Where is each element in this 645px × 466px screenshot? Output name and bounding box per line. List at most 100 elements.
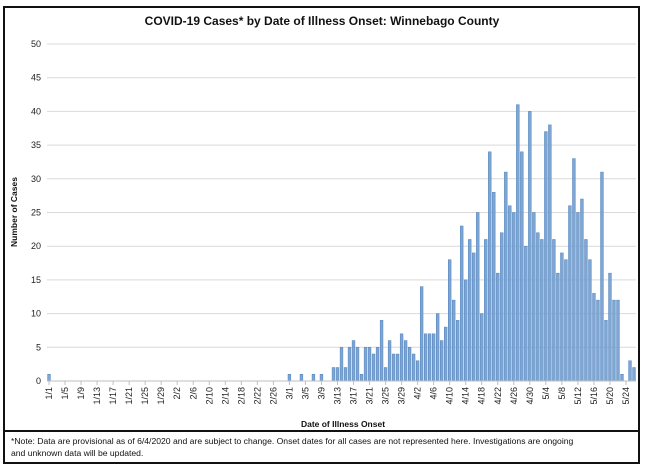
bars-group	[47, 104, 636, 382]
bar	[612, 299, 616, 382]
bar	[432, 333, 436, 382]
bar	[448, 259, 452, 382]
bar	[464, 279, 468, 382]
bar	[411, 353, 416, 382]
footnote-line-1: *Note: Data are provisional as of 6/4/20…	[11, 436, 574, 446]
y-axis-label: Number of Cases	[9, 177, 19, 247]
bar	[496, 272, 500, 382]
bar	[440, 340, 444, 382]
x-tick-label: 5/20	[605, 387, 615, 405]
bar	[419, 286, 424, 382]
bar	[355, 347, 360, 382]
bar	[568, 205, 572, 382]
bar	[608, 272, 612, 382]
bar	[428, 333, 432, 382]
x-tick-label: 3/9	[316, 387, 326, 400]
x-tick-label: 3/1	[284, 387, 294, 400]
bar	[476, 212, 480, 382]
bar	[379, 320, 384, 382]
bar	[556, 272, 560, 382]
bar	[311, 374, 316, 382]
x-tick-label: 4/10	[445, 387, 455, 405]
y-tick-labels: 0 5 10 15 20 25 30 35 40 45 50	[31, 39, 41, 386]
axes-group	[47, 380, 636, 385]
y-tick-label: 50	[31, 39, 41, 49]
bar	[331, 367, 336, 382]
y-tick-label: 25	[31, 208, 41, 218]
bar	[299, 374, 304, 382]
bar	[600, 171, 604, 382]
x-tick-label: 3/13	[332, 387, 342, 405]
x-tick-label: 1/5	[60, 387, 70, 400]
y-tick-label: 10	[31, 309, 41, 319]
bar	[375, 347, 380, 382]
bar	[564, 259, 568, 382]
bar	[584, 239, 588, 382]
bar	[548, 124, 552, 382]
chart-title: COVID-19 Cases* by Date of Illness Onset…	[145, 14, 500, 28]
bar	[596, 299, 600, 382]
bar	[391, 353, 396, 382]
x-tick-label: 3/17	[349, 387, 359, 405]
x-tick-label: 3/21	[365, 387, 375, 405]
footnote-panel: *Note: Data are provisional as of 6/4/20…	[3, 432, 640, 464]
bar	[500, 232, 504, 382]
x-axis-label: Date of Illness Onset	[301, 419, 385, 429]
x-tick-label: 4/26	[509, 387, 519, 405]
x-tick-label: 1/1	[44, 387, 54, 400]
bar	[516, 104, 520, 382]
x-tick-label: 4/2	[413, 387, 423, 400]
bar	[488, 151, 492, 382]
x-tick-label: 5/8	[557, 387, 567, 400]
bar	[287, 374, 292, 382]
x-tick-label: 1/9	[76, 387, 86, 400]
x-tick-label: 5/4	[541, 387, 551, 400]
bar	[620, 374, 624, 382]
x-tick-label: 1/25	[140, 387, 150, 405]
bar	[560, 252, 564, 382]
bar	[371, 353, 376, 382]
y-tick-label: 15	[31, 275, 41, 285]
x-tick-label: 3/5	[300, 387, 310, 400]
x-tick-label: 1/29	[156, 387, 166, 405]
bar	[520, 151, 524, 382]
y-tick-label: 45	[31, 73, 41, 83]
x-tick-label: 4/30	[525, 387, 535, 405]
bar	[423, 333, 428, 382]
x-tick-label: 2/18	[236, 387, 246, 405]
x-tick-label: 2/2	[172, 387, 182, 400]
x-tick-label: 2/22	[252, 387, 262, 405]
bar	[504, 171, 508, 382]
bar	[468, 239, 472, 382]
x-tick-label: 4/22	[493, 387, 503, 405]
bar	[399, 333, 404, 382]
bar	[363, 347, 368, 382]
bar	[460, 225, 464, 382]
bar	[407, 347, 412, 382]
bar	[395, 353, 400, 382]
x-tick-label: 1/21	[124, 387, 134, 405]
y-tick-label: 20	[31, 241, 41, 251]
bar	[343, 367, 348, 382]
bar	[528, 111, 532, 382]
x-tick-label: 5/24	[621, 387, 631, 405]
bar	[347, 347, 352, 382]
bar	[632, 367, 636, 382]
bar	[351, 340, 356, 382]
bar	[580, 198, 584, 382]
bar	[367, 347, 372, 382]
bar	[544, 131, 548, 382]
bar	[524, 245, 528, 382]
y-tick-label: 5	[36, 342, 41, 352]
bar	[339, 347, 344, 382]
bar	[436, 313, 440, 382]
x-tick-labels: 1/1 1/5 1/9 1/13 1/17 1/21 1/25 1/29 2/2 2/6 2/10 2…	[44, 387, 631, 405]
bar	[335, 367, 340, 382]
bar	[383, 367, 388, 382]
gridlines	[47, 43, 636, 348]
footnote-line-2: and unknown data will be updated.	[11, 448, 144, 458]
bar	[444, 326, 448, 382]
x-tick-label: 3/25	[381, 387, 391, 405]
y-tick-label: 30	[31, 174, 41, 184]
bar	[359, 374, 364, 382]
